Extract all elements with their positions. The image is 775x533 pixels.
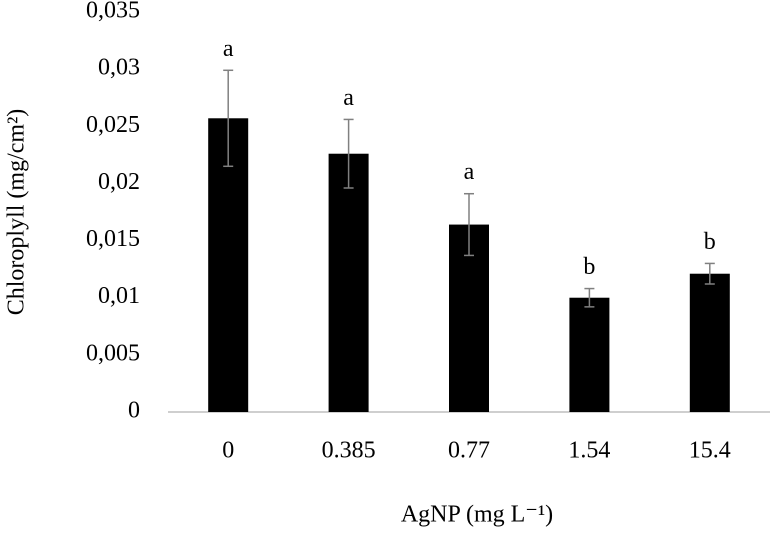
y-tick-label: 0,01 bbox=[98, 283, 140, 309]
bar bbox=[208, 118, 249, 413]
y-tick-label: 0,035 bbox=[86, 0, 140, 24]
error-bar bbox=[704, 262, 715, 285]
y-tick-label: 0,02 bbox=[98, 169, 140, 195]
x-tick-label: 0 bbox=[222, 438, 234, 464]
bar bbox=[328, 153, 369, 412]
significance-letter: b bbox=[704, 229, 716, 255]
y-tick-label: 0,005 bbox=[86, 340, 140, 366]
x-tick-label: 1.54 bbox=[568, 438, 610, 464]
significance-letter: a bbox=[223, 36, 234, 62]
significance-letter: a bbox=[464, 159, 475, 185]
x-axis-title: AgNP (mg L⁻¹) bbox=[401, 502, 553, 528]
error-bar bbox=[464, 192, 474, 257]
error-bar bbox=[343, 118, 354, 189]
bar bbox=[689, 273, 730, 412]
y-tick-label: 0,025 bbox=[86, 112, 140, 138]
x-tick-label: 0.77 bbox=[448, 438, 490, 464]
significance-letter: a bbox=[343, 85, 354, 111]
y-axis-title: Chloroplyll (mg/cm²) bbox=[4, 109, 30, 316]
x-tick-label: 15.4 bbox=[689, 438, 731, 464]
y-tick-label: 0 bbox=[128, 398, 140, 424]
error-bar bbox=[223, 69, 234, 168]
y-tick-label: 0,015 bbox=[86, 226, 140, 252]
error-bar bbox=[584, 287, 595, 308]
bar bbox=[569, 297, 610, 412]
y-tick-label: 0,03 bbox=[98, 55, 140, 81]
x-tick-label: 0.385 bbox=[322, 438, 376, 464]
significance-letter: b bbox=[583, 254, 595, 280]
